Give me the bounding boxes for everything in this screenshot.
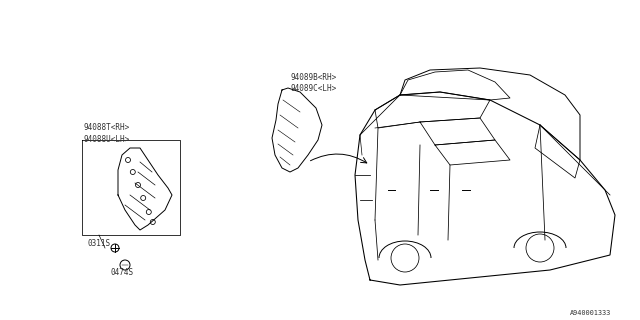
Text: A940001333: A940001333 [570,310,611,316]
Text: 94088T<RH>: 94088T<RH> [83,123,129,132]
Text: 94089C<LH>: 94089C<LH> [290,84,336,93]
Text: 94088U<LH>: 94088U<LH> [83,135,129,144]
Text: 0474S: 0474S [110,268,133,277]
Text: 94089B<RH>: 94089B<RH> [290,73,336,82]
Text: 0311S: 0311S [87,239,110,248]
